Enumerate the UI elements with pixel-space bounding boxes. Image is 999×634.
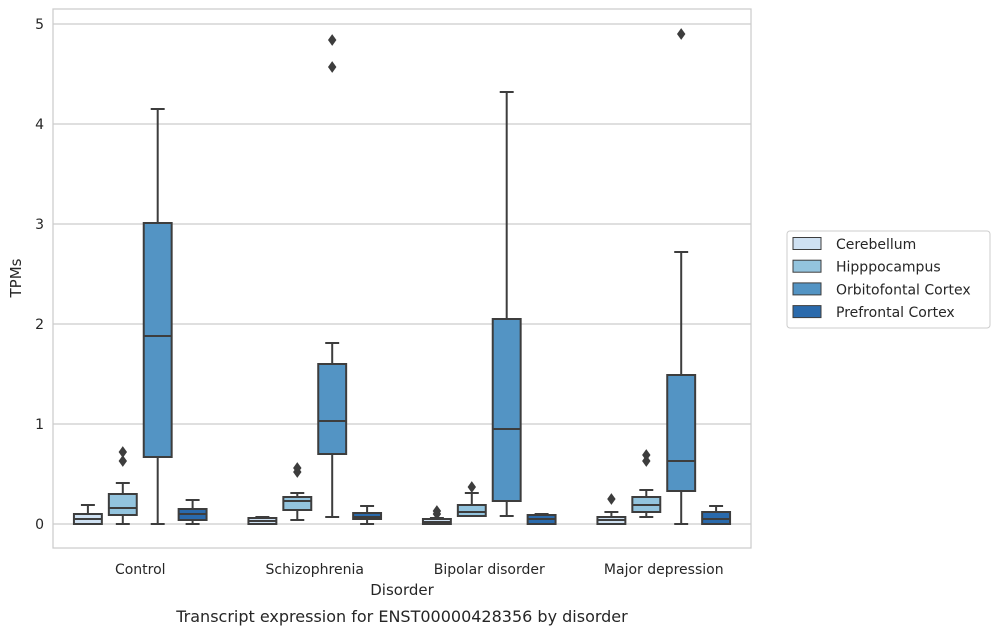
outlier-point — [118, 446, 128, 458]
y-tick-label: 2 — [35, 317, 44, 333]
y-axis-label: TPMs — [7, 258, 25, 298]
x-tick-label: Bipolar disorder — [434, 562, 545, 578]
box-0-0 — [72, 504, 103, 525]
box-3-0 — [596, 493, 627, 525]
box-1-0 — [247, 516, 278, 525]
outlier-point — [467, 481, 477, 493]
box-3-3 — [701, 505, 732, 525]
legend-entry-label: Orbitofontal Cortex — [836, 282, 971, 298]
box-0-3 — [177, 499, 208, 525]
legend-swatch — [792, 259, 822, 273]
legend-swatch — [792, 305, 822, 319]
box-iqr — [456, 504, 487, 517]
legend-swatch — [792, 237, 822, 250]
box-3-1 — [631, 449, 662, 518]
y-tick-labels: 0 1 2 3 4 5 — [35, 17, 44, 533]
outlier-point — [327, 61, 337, 73]
y-tick-label: 5 — [35, 17, 44, 33]
outlier-point — [642, 455, 651, 467]
outlier-point — [607, 493, 616, 505]
x-tick-label: Control — [115, 562, 166, 578]
box-iqr — [666, 374, 697, 492]
y-tick-label: 3 — [35, 217, 44, 233]
box-iqr — [282, 496, 313, 511]
outlier-point — [676, 28, 686, 40]
plot-frame — [52, 8, 752, 549]
y-tick-label: 4 — [35, 117, 44, 133]
legend-frame — [786, 230, 991, 329]
box-1-3 — [352, 505, 383, 525]
legend-entry-label: Cerebellum — [836, 237, 916, 253]
box-1-1 — [282, 462, 313, 521]
box-iqr — [142, 222, 173, 458]
box-2-3 — [526, 513, 557, 525]
outlier-point — [642, 449, 651, 461]
legend-swatch — [792, 282, 822, 296]
y-tick-label: 1 — [35, 417, 44, 433]
outlier-point — [432, 505, 442, 517]
box-2-2 — [491, 91, 522, 517]
x-tick-label: Major depression — [604, 562, 724, 578]
box-plot-area — [72, 28, 732, 525]
box-iqr — [317, 363, 348, 455]
x-tick-labels: Control Schizophrenia Bipolar disorder Majo… — [115, 562, 724, 578]
outlier-point — [327, 34, 337, 46]
legend: Cerebellum Hipppocampus Orbitofontal Corte… — [786, 230, 991, 329]
x-tick-label: Schizophrenia — [266, 562, 364, 578]
y-tick-label: 0 — [35, 517, 44, 533]
box-2-1 — [456, 481, 487, 517]
outlier-point — [118, 455, 128, 467]
legend-entry-label: Hipppocampus — [836, 260, 941, 276]
outlier-point — [293, 462, 302, 474]
box-0-2 — [142, 108, 173, 525]
box-iqr — [107, 493, 138, 516]
box-2-0 — [421, 505, 452, 525]
chart-caption: Transcript expression for ENST0000042835… — [175, 607, 628, 626]
box-iqr — [491, 318, 522, 502]
box-1-2 — [317, 34, 348, 518]
box-3-2 — [666, 28, 697, 525]
legend-entry-label: Prefrontal Cortex — [836, 305, 955, 321]
x-axis-label: Disorder — [370, 581, 434, 599]
box-0-1 — [107, 446, 138, 525]
